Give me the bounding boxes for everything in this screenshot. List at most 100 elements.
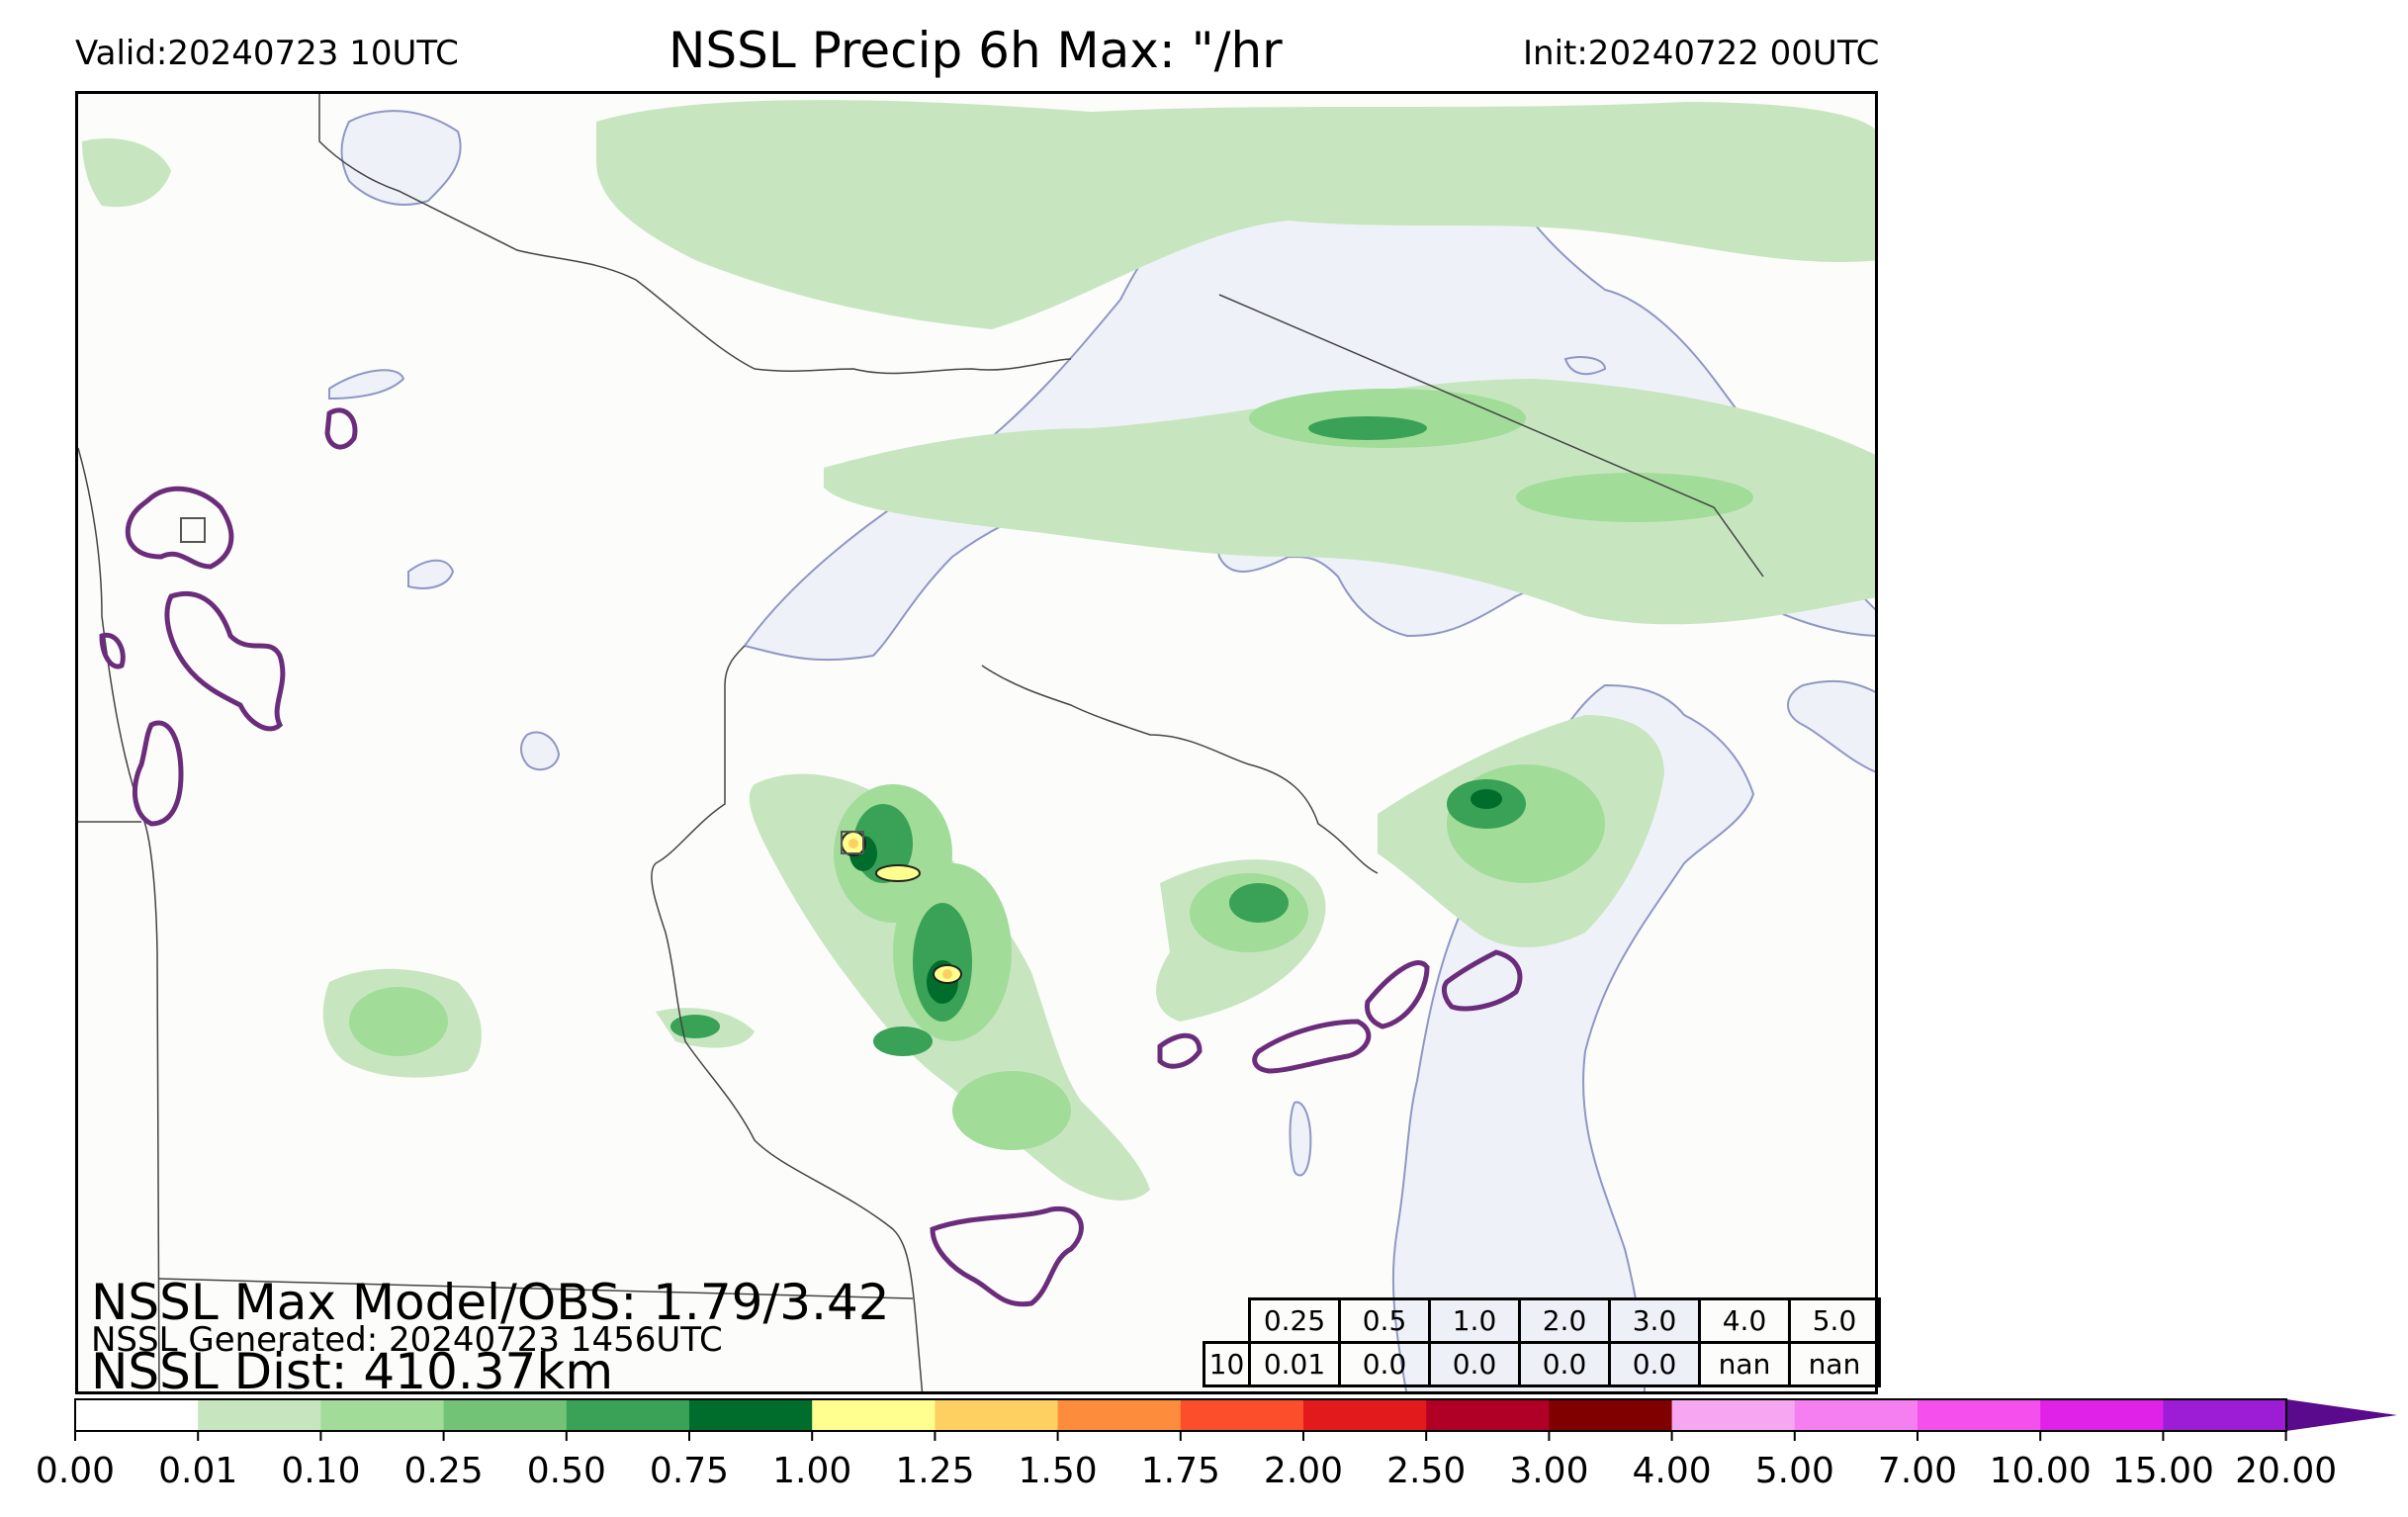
border-mn-wi — [651, 645, 924, 1391]
colorbar-box — [812, 1399, 936, 1431]
obs-contour-wi-2 — [1365, 960, 1430, 1029]
lake-leech — [407, 559, 455, 589]
init-time-label: Init:20240722 00UTC — [1523, 34, 1880, 73]
max-model-obs-label: NSSL Max Model/OBS: 1.79/3.42 — [91, 1274, 890, 1331]
threshold-header-cell: 3.0 — [1608, 1297, 1701, 1344]
band-superior — [824, 379, 1875, 625]
colorbar-extend-arrow — [2286, 1399, 2397, 1431]
threshold-header-cell: 1.0 — [1428, 1297, 1521, 1344]
colorbar-box — [1917, 1399, 2041, 1431]
colorbar-tick-label: 1.25 — [895, 1451, 974, 1491]
colorbar-boxes — [75, 1399, 2287, 1431]
obs-contour-wi-3 — [1441, 949, 1523, 1012]
threshold-value-cell: nan — [1698, 1341, 1791, 1387]
cell-dark-5 — [1308, 416, 1427, 440]
colorbar-tick-label: 3.00 — [1509, 1451, 1588, 1491]
lake-nipigon — [1563, 356, 1607, 376]
colorbar-box — [1794, 1399, 1918, 1431]
threshold-value-cell: 0.0 — [1518, 1341, 1611, 1387]
precip-map — [75, 91, 1878, 1394]
colorbar-tick-label: 5.00 — [1755, 1451, 1834, 1491]
obs-box-nw — [180, 517, 206, 543]
cell-orange-1 — [848, 839, 858, 848]
colorbar-tick-label: 1.75 — [1141, 1451, 1220, 1491]
band-orange — [848, 839, 952, 979]
threshold-corner-cell — [1204, 1299, 1250, 1343]
colorbar-tick-label: 10.00 — [1990, 1451, 2092, 1491]
colorbar-box — [75, 1399, 199, 1431]
band-nw-minnesota — [82, 137, 171, 208]
colorbar-tick-label: 7.00 — [1878, 1451, 1957, 1491]
threshold-header-cell: 0.25 — [1248, 1297, 1341, 1344]
colorbar-box — [320, 1399, 445, 1431]
lake-huron — [1787, 679, 1875, 773]
colorbar-tick-label: 2.00 — [1264, 1451, 1343, 1491]
cell-med-7 — [349, 987, 448, 1056]
generated-time-label: NSSL Generated: 20240723 1456UTC — [91, 1320, 723, 1360]
threshold-header-cell: 5.0 — [1788, 1297, 1881, 1344]
cell-dark-6 — [873, 1026, 933, 1056]
band-light — [82, 100, 1875, 1201]
colorbar-box — [1671, 1399, 1796, 1431]
border-canada-us-east — [1218, 294, 1764, 578]
colorbar-tick-label: 0.01 — [158, 1451, 237, 1491]
border-mn-west — [78, 447, 160, 1391]
colorbar-tick-label: 0.00 — [36, 1451, 115, 1491]
precip-shading — [82, 100, 1875, 1201]
cell-med-2 — [1516, 473, 1753, 522]
border-canada-us — [318, 94, 1072, 375]
threshold-table: 0.25 0.5 1.0 2.0 3.0 4.0 5.0 10 0.01 0.0… — [1203, 1297, 1881, 1387]
threshold-header-row: 0.25 0.5 1.0 2.0 3.0 4.0 5.0 — [1204, 1297, 1881, 1344]
colorbar-box — [2040, 1399, 2164, 1431]
obs-contours — [99, 407, 1523, 1307]
colorbar-box — [2163, 1399, 2287, 1431]
cell-med-8 — [952, 1071, 1071, 1150]
distance-label: NSSL Dist: 410.37km — [91, 1343, 614, 1400]
lake-red — [328, 369, 405, 401]
colorbar-tick-label: 1.00 — [772, 1451, 851, 1491]
obs-contour-nw-1 — [125, 486, 234, 570]
colorbar-box — [566, 1399, 690, 1431]
obs-contour-wi-1 — [1252, 1019, 1372, 1074]
colorbar-box — [1549, 1399, 1673, 1431]
obs-contour-nw-5 — [324, 407, 358, 450]
obs-contour-nw-4 — [99, 632, 126, 669]
band-ontario-north — [596, 100, 1875, 329]
threshold-header-cell: 2.0 — [1518, 1297, 1611, 1344]
cell-heavy-3 — [1471, 789, 1502, 809]
threshold-header-cell: 4.0 — [1698, 1297, 1791, 1344]
colorbar-box — [935, 1399, 1059, 1431]
colorbar-tick-label: 1.50 — [1019, 1451, 1098, 1491]
colorbar-box — [1426, 1399, 1550, 1431]
map-canvas — [78, 94, 1875, 1391]
lake-winnebago — [1289, 1101, 1312, 1177]
colorbar-tick-label: 20.00 — [2235, 1451, 2337, 1491]
obs-box-wi — [841, 831, 864, 854]
chart-title: NSSL Precip 6h Max: "/hr — [669, 22, 1283, 79]
border-mi-wi — [981, 665, 1379, 874]
threshold-row-label: 10 — [1203, 1341, 1251, 1387]
lake-rainy — [340, 110, 462, 206]
colorbar-tick-label: 0.25 — [404, 1451, 484, 1491]
colorbar-tick-label: 0.50 — [527, 1451, 606, 1491]
colorbar-ticks: 0.00 0.01 0.10 0.25 0.50 0.75 1.00 1.25 1.50 1.75… — [36, 1431, 2337, 1491]
colorbar-box — [443, 1399, 568, 1431]
borders — [78, 94, 1764, 1391]
obs-contour-nw-2 — [164, 590, 286, 732]
border-mn-ia — [158, 1278, 914, 1299]
colorbar: 0.00 0.01 0.10 0.25 0.50 0.75 1.00 1.25 1.50 1.75… — [36, 1398, 2397, 1491]
threshold-value-cell: 0.0 — [1608, 1341, 1701, 1387]
obs-contour-wi-4 — [1157, 1032, 1203, 1069]
obs-contour-nw-3 — [132, 720, 184, 827]
obs-contour-se-mn — [930, 1205, 1084, 1307]
threshold-value-cell: 0.0 — [1428, 1341, 1521, 1387]
colorbar-box — [1057, 1399, 1182, 1431]
threshold-value-cell: 0.01 — [1248, 1341, 1341, 1387]
colorbar-tick-label: 4.00 — [1633, 1451, 1712, 1491]
colorbar-tick-label: 0.10 — [281, 1451, 360, 1491]
colorbar-tick-label: 0.75 — [650, 1451, 729, 1491]
obs-boxes — [180, 517, 864, 854]
colorbar-box — [198, 1399, 321, 1431]
threshold-value-cell: nan — [1788, 1341, 1881, 1387]
colorbar-tick-label: 2.50 — [1386, 1451, 1466, 1491]
